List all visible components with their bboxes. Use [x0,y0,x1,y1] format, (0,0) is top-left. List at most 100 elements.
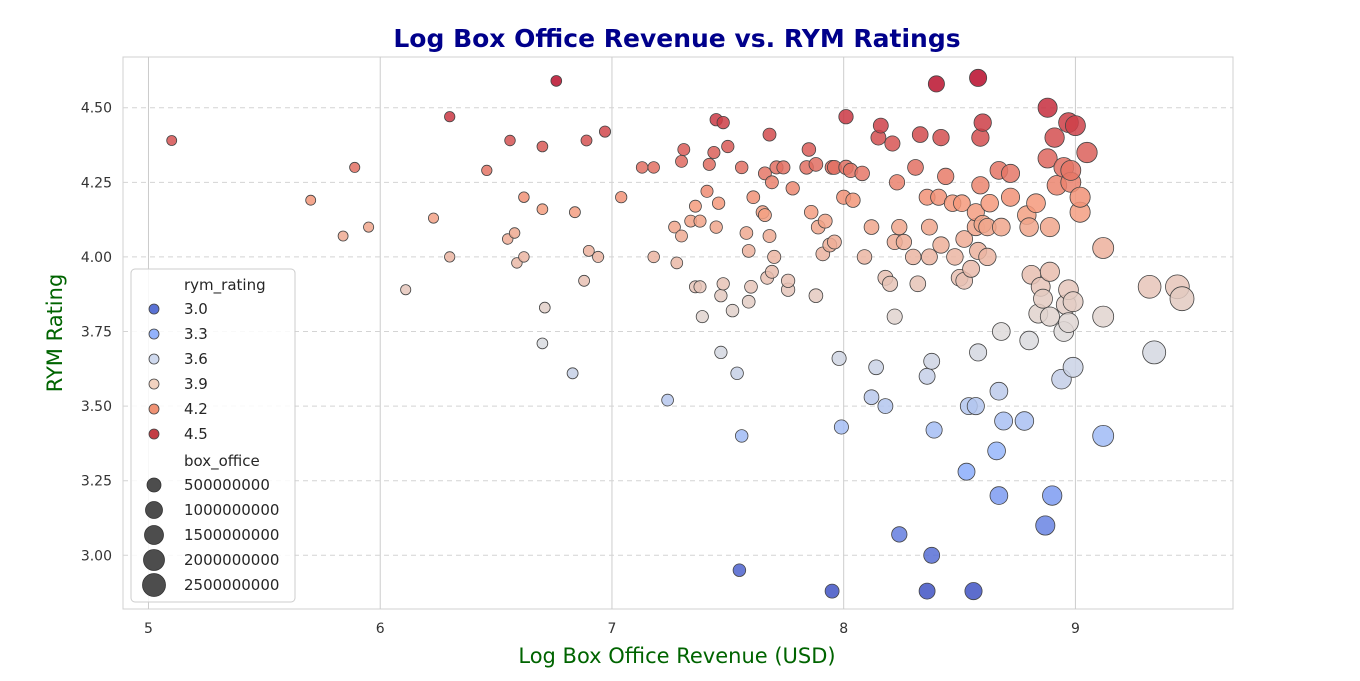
data-point [647,250,660,264]
data-point [780,273,796,288]
y-tick-label: 4.00 [81,250,112,266]
data-point [716,277,730,291]
data-point [518,191,530,203]
data-point [895,233,913,251]
data-point [1092,305,1115,328]
y-tick-label: 4.50 [81,101,112,117]
data-point [508,227,521,239]
data-point [808,288,824,304]
data-points [166,68,1195,601]
y-tick-label: 3.00 [81,548,112,564]
data-point [989,381,1009,401]
data-point [689,199,702,213]
data-point [1026,193,1046,214]
data-point [946,248,964,266]
legend-box [130,268,296,603]
data-point [957,462,976,481]
data-point [695,310,709,324]
data-point [1058,312,1079,333]
data-point [1076,141,1098,164]
data-point [969,68,988,87]
legend-hue-label: 3.6 [184,350,208,368]
data-point [921,248,938,266]
data-point [980,193,999,213]
data-point [776,160,791,175]
legend-size-label: 2500000000 [184,576,279,594]
data-point [1062,356,1084,378]
data-point [536,337,549,350]
data-point [578,274,590,287]
legend-hue-label: 4.2 [184,400,208,418]
data-point [599,125,612,138]
y-tick-label: 3.25 [81,474,112,490]
data-point [670,256,684,270]
data-point [711,196,726,210]
data-point [801,142,817,157]
data-point [1060,159,1082,181]
legend-size-label: 500000000 [184,476,270,494]
data-point [758,208,772,223]
data-point [994,411,1013,431]
data-point [693,214,707,228]
legend-hue-marker [148,378,160,390]
data-point [923,546,941,564]
data-point [725,303,740,318]
data-point [615,191,628,204]
data-point [969,343,988,362]
data-point [735,160,749,175]
data-point [707,145,721,159]
legend-hue-title: rym_rating [184,276,266,295]
data-point [918,582,936,600]
data-point [1014,411,1035,431]
data-point [746,190,761,205]
data-point [831,350,847,366]
data-point [911,126,929,143]
data-point [1001,187,1021,207]
legend: rym_rating 3.0 3.3 3.6 3.9 4.2 4.5 box_office 50… [130,268,296,603]
data-point [569,206,581,219]
data-point [536,203,549,216]
data-point [824,583,840,599]
data-point [400,284,412,296]
data-point [739,226,754,240]
data-point [925,421,943,439]
data-point [991,217,1011,237]
data-point [923,352,941,370]
data-point [504,134,516,147]
data-point [966,397,985,416]
data-point [888,174,906,191]
data-point [675,154,688,168]
data-point [730,366,744,381]
data-point [741,294,756,309]
data-point [937,167,955,185]
data-point [991,322,1011,341]
data-point [1092,237,1115,259]
data-point [845,192,861,208]
data-point [732,563,747,577]
data-point [1039,306,1060,327]
data-point [305,194,317,206]
legend-hue-marker [148,328,160,340]
data-point [767,249,782,264]
data-point [921,218,938,236]
data-point [744,279,758,294]
data-point [877,398,894,415]
data-point [538,301,551,314]
y-tick-label: 3.50 [81,399,112,415]
data-point [481,164,493,176]
data-point [856,249,873,265]
data-point [1142,340,1167,365]
data-point [566,367,579,380]
data-point [1039,261,1060,282]
data-point [1001,163,1021,183]
data-point [838,109,854,125]
data-point [427,212,439,224]
data-point [955,230,973,248]
data-point [1044,127,1065,148]
data-point [166,135,178,146]
data-point [785,181,800,196]
data-point [927,75,945,93]
data-point [1137,274,1162,299]
x-tick-label: 6 [376,621,385,637]
